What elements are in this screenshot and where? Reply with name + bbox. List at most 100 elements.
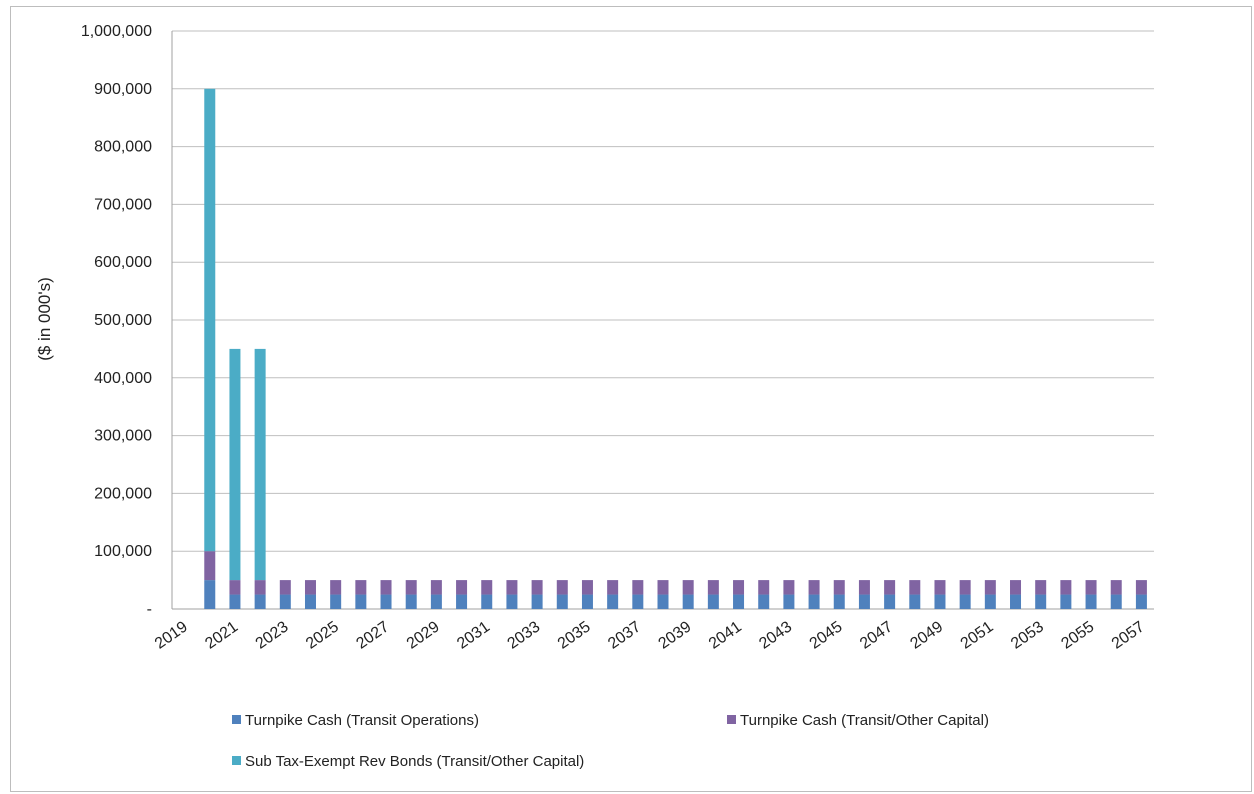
y-tick-label: 200,000 bbox=[94, 485, 152, 502]
bar-segment-2034-series-2 bbox=[556, 580, 568, 595]
bar-segment-2023-series-2 bbox=[279, 580, 291, 595]
x-tick-label: 2057 bbox=[1109, 618, 1148, 652]
y-tick-label: 700,000 bbox=[94, 196, 152, 213]
x-tick-label: 2025 bbox=[303, 618, 342, 652]
bar-segment-2030-series-2 bbox=[456, 580, 468, 595]
bar-segment-2057-series-1 bbox=[1135, 594, 1147, 609]
legend-swatch bbox=[727, 715, 736, 724]
bar-segment-2022-series-3 bbox=[254, 348, 266, 581]
bar-segment-2038-series-2 bbox=[657, 580, 669, 595]
x-tick-label: 2047 bbox=[857, 618, 896, 652]
legend-label: Sub Tax-Exempt Rev Bonds (Transit/Other … bbox=[245, 753, 584, 770]
y-tick-label: 300,000 bbox=[94, 428, 152, 445]
bar-segment-2054-series-2 bbox=[1060, 580, 1072, 595]
bar-segment-2051-series-1 bbox=[984, 594, 996, 609]
bar-segment-2021-series-3 bbox=[229, 348, 241, 581]
x-tick-label: 2031 bbox=[454, 618, 493, 652]
bar-segment-2043-series-2 bbox=[783, 580, 795, 595]
bar-segment-2053-series-1 bbox=[1035, 594, 1047, 609]
chart-frame bbox=[10, 6, 1252, 792]
bar-segment-2044-series-1 bbox=[808, 594, 820, 609]
y-tick-label: 800,000 bbox=[94, 139, 152, 156]
x-tick-label: 2049 bbox=[907, 618, 946, 652]
x-tick-label: 2055 bbox=[1058, 618, 1097, 652]
bar-segment-2052-series-1 bbox=[1010, 594, 1022, 609]
bar-segment-2020-series-3 bbox=[204, 88, 216, 552]
bar-segment-2048-series-1 bbox=[909, 594, 921, 609]
y-tick-label: 500,000 bbox=[94, 312, 152, 329]
y-tick-label: - bbox=[147, 601, 152, 618]
bar-segment-2042-series-2 bbox=[758, 580, 770, 595]
x-tick-label: 2021 bbox=[202, 618, 241, 652]
bar-segment-2055-series-2 bbox=[1085, 580, 1097, 595]
bar-segment-2031-series-2 bbox=[481, 580, 493, 595]
x-tick-label: 2029 bbox=[404, 618, 443, 652]
legend-label: Turnpike Cash (Transit Operations) bbox=[245, 712, 479, 729]
bar-segment-2020-series-1 bbox=[204, 580, 216, 609]
bar-segment-2051-series-2 bbox=[984, 580, 996, 595]
x-axis-ticks: 2019 2021 2023 2025 2027 2029 2031 2033 2035 2037… bbox=[152, 618, 1148, 652]
bar-segment-2054-series-1 bbox=[1060, 594, 1072, 609]
bars bbox=[204, 88, 1147, 609]
x-tick-label: 2053 bbox=[1008, 618, 1047, 652]
bar-segment-2026-series-1 bbox=[355, 594, 367, 609]
x-tick-label: 2027 bbox=[353, 618, 392, 652]
bar-segment-2048-series-2 bbox=[909, 580, 921, 595]
x-tick-label: 2033 bbox=[504, 618, 543, 652]
bar-segment-2046-series-1 bbox=[858, 594, 870, 609]
bar-segment-2045-series-2 bbox=[833, 580, 845, 595]
bar-segment-2029-series-2 bbox=[430, 580, 442, 595]
x-tick-label: 2023 bbox=[253, 618, 292, 652]
legend: Turnpike Cash (Transit Operations) Turnpi… bbox=[232, 712, 989, 770]
bar-segment-2038-series-1 bbox=[657, 594, 669, 609]
y-axis-ticks: - 100,000 200,000 300,000 400,000 500,000 600,… bbox=[81, 23, 152, 618]
bar-segment-2037-series-2 bbox=[632, 580, 644, 595]
bar-segment-2042-series-1 bbox=[758, 594, 770, 609]
legend-swatch bbox=[232, 715, 241, 724]
bar-segment-2056-series-1 bbox=[1110, 594, 1122, 609]
bar-segment-2035-series-2 bbox=[581, 580, 593, 595]
bar-segment-2028-series-1 bbox=[405, 594, 417, 609]
bar-segment-2024-series-1 bbox=[304, 594, 316, 609]
bar-segment-2050-series-2 bbox=[959, 580, 971, 595]
y-tick-label: 100,000 bbox=[94, 543, 152, 560]
bar-segment-2032-series-2 bbox=[506, 580, 518, 595]
bar-segment-2027-series-1 bbox=[380, 594, 392, 609]
bar-segment-2036-series-1 bbox=[607, 594, 619, 609]
bar-segment-2026-series-2 bbox=[355, 580, 367, 595]
y-tick-label: 1,000,000 bbox=[81, 23, 152, 40]
bar-segment-2046-series-2 bbox=[858, 580, 870, 595]
bar-segment-2039-series-1 bbox=[682, 594, 694, 609]
bar-segment-2053-series-2 bbox=[1035, 580, 1047, 595]
bar-segment-2021-series-1 bbox=[229, 594, 241, 609]
bar-segment-2035-series-1 bbox=[581, 594, 593, 609]
bar-segment-2047-series-1 bbox=[884, 594, 896, 609]
bar-segment-2023-series-1 bbox=[279, 594, 291, 609]
bar-segment-2045-series-1 bbox=[833, 594, 845, 609]
bar-segment-2057-series-2 bbox=[1135, 580, 1147, 595]
x-tick-label: 2019 bbox=[152, 618, 191, 652]
bar-segment-2034-series-1 bbox=[556, 594, 568, 609]
bar-segment-2024-series-2 bbox=[304, 580, 316, 595]
bar-segment-2052-series-2 bbox=[1010, 580, 1022, 595]
x-tick-label: 2035 bbox=[555, 618, 594, 652]
bar-segment-2043-series-1 bbox=[783, 594, 795, 609]
bar-segment-2021-series-2 bbox=[229, 580, 241, 595]
bar-segment-2030-series-1 bbox=[456, 594, 468, 609]
bar-segment-2033-series-1 bbox=[531, 594, 543, 609]
legend-swatch bbox=[232, 756, 241, 765]
bar-segment-2041-series-2 bbox=[733, 580, 745, 595]
x-tick-label: 2045 bbox=[807, 618, 846, 652]
y-tick-label: 900,000 bbox=[94, 81, 152, 98]
bar-segment-2041-series-1 bbox=[733, 594, 745, 609]
bar-segment-2040-series-1 bbox=[707, 594, 719, 609]
bar-segment-2040-series-2 bbox=[707, 580, 719, 595]
gridlines bbox=[171, 30, 1154, 610]
bar-segment-2036-series-2 bbox=[607, 580, 619, 595]
bar-segment-2022-series-2 bbox=[254, 580, 266, 595]
x-tick-label: 2039 bbox=[656, 618, 695, 652]
bar-segment-2039-series-2 bbox=[682, 580, 694, 595]
x-tick-label: 2043 bbox=[756, 618, 795, 652]
bar-segment-2033-series-2 bbox=[531, 580, 543, 595]
